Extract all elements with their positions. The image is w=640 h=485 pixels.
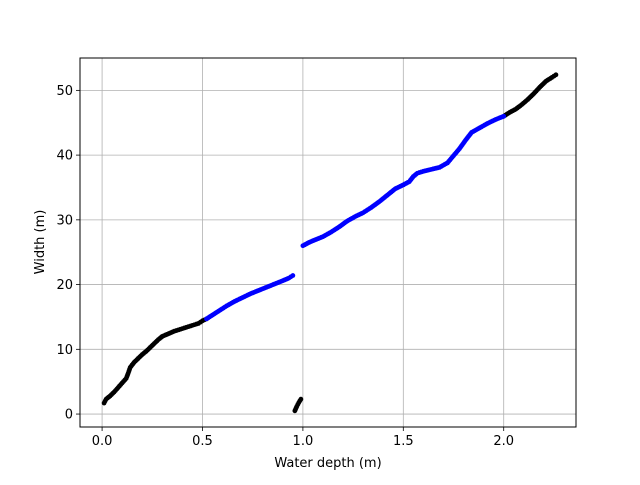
series-0 [101,72,559,414]
y-tick-label: 20 [56,278,73,293]
x-tick-label: 0.5 [192,434,213,449]
y-tick-label: 10 [56,343,73,358]
x-tick-label: 0.0 [92,434,113,449]
x-tick-label: 2.0 [493,434,514,449]
data-point [501,113,507,119]
y-axis-title: Width (m) [33,210,48,275]
x-axis-title: Water depth (m) [274,456,381,471]
series-1 [204,113,507,322]
y-tick-label: 50 [56,84,73,99]
x-tick-label: 1.0 [293,434,314,449]
tick-layer: 0.0 0.5 1.0 1.5 2.0 0 10 20 30 40 50 [56,84,514,449]
x-tick-label: 1.5 [393,434,414,449]
plot-frame [79,57,577,428]
y-tick-label: 0 [65,408,73,423]
data-point [298,396,304,402]
grid-layer [80,58,576,427]
y-tick-label: 40 [56,149,73,164]
data-points [101,72,559,414]
y-tick-label: 30 [56,213,73,228]
data-point [553,72,559,78]
data-point [290,273,296,278]
